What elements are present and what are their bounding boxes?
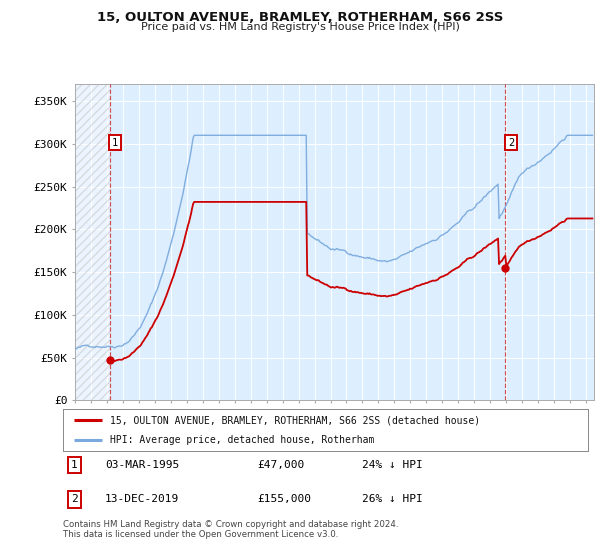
Text: 03-MAR-1995: 03-MAR-1995 — [105, 460, 179, 470]
Text: Price paid vs. HM Land Registry's House Price Index (HPI): Price paid vs. HM Land Registry's House … — [140, 22, 460, 32]
Text: HPI: Average price, detached house, Rotherham: HPI: Average price, detached house, Roth… — [110, 435, 374, 445]
Text: 15, OULTON AVENUE, BRAMLEY, ROTHERHAM, S66 2SS (detached house): 15, OULTON AVENUE, BRAMLEY, ROTHERHAM, S… — [110, 415, 481, 425]
Text: 15, OULTON AVENUE, BRAMLEY, ROTHERHAM, S66 2SS: 15, OULTON AVENUE, BRAMLEY, ROTHERHAM, S… — [97, 11, 503, 24]
Bar — [75, 84, 110, 400]
Text: 24% ↓ HPI: 24% ↓ HPI — [362, 460, 423, 470]
Text: £47,000: £47,000 — [257, 460, 305, 470]
Text: £155,000: £155,000 — [257, 494, 311, 505]
Text: 2: 2 — [508, 138, 514, 148]
Text: Contains HM Land Registry data © Crown copyright and database right 2024.
This d: Contains HM Land Registry data © Crown c… — [63, 520, 398, 539]
Text: 2: 2 — [71, 494, 77, 505]
Text: 13-DEC-2019: 13-DEC-2019 — [105, 494, 179, 505]
Text: 26% ↓ HPI: 26% ↓ HPI — [362, 494, 423, 505]
Text: 1: 1 — [71, 460, 77, 470]
Text: 1: 1 — [112, 138, 118, 148]
